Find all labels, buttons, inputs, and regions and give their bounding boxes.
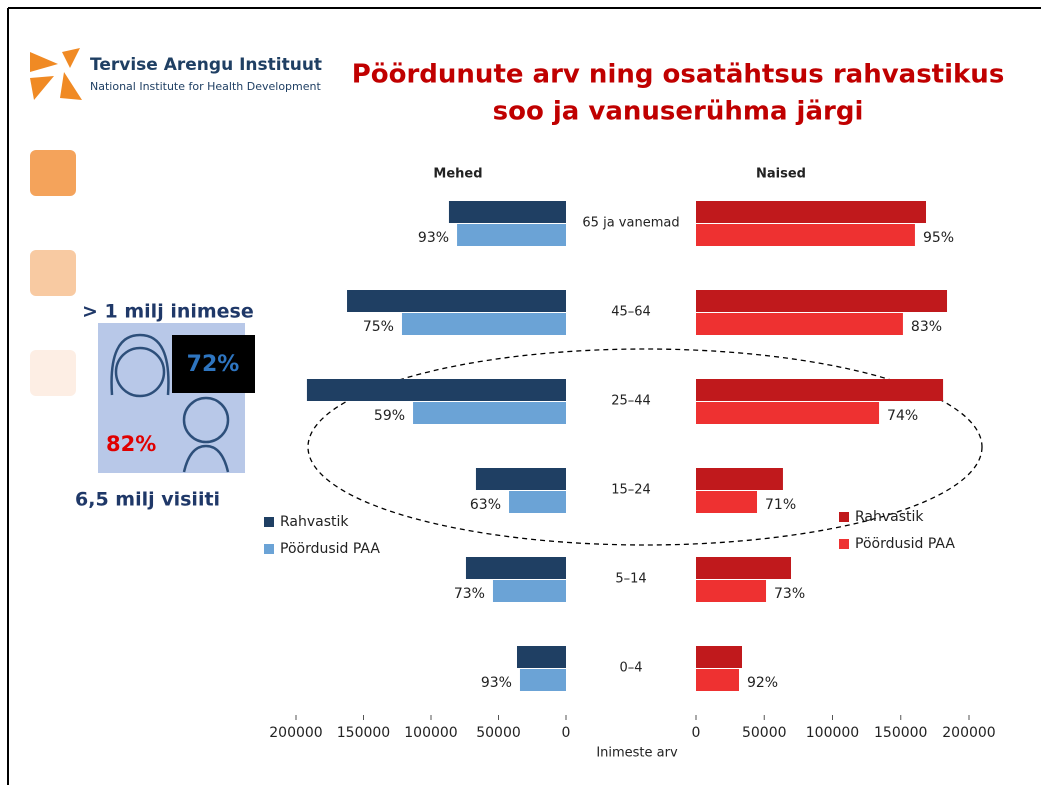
men-share: 72%: [187, 352, 240, 377]
legend-swatch: [839, 539, 849, 549]
logo-name: Tervise Arengu Instituut: [90, 55, 322, 75]
legend-label: Rahvastik: [280, 514, 349, 530]
bar: [696, 201, 926, 223]
bar: [696, 557, 791, 579]
legend-swatch: [839, 512, 849, 522]
bar: [449, 201, 566, 223]
share-label: 73%: [774, 586, 805, 602]
x-tick-label: 0: [692, 725, 701, 741]
share-label: 71%: [765, 497, 796, 513]
category-label: 45–64: [611, 305, 651, 320]
bar: [347, 290, 566, 312]
bar: [520, 669, 566, 691]
visits-note: 6,5 milj visiiti: [75, 489, 220, 511]
legend-label: Rahvastik: [855, 509, 924, 525]
category-label: 25–44: [611, 394, 651, 409]
x-tick-label: 50000: [476, 725, 521, 741]
share-label: 75%: [363, 319, 394, 335]
title: Pöördunute arv ning osatähtsus rahvastik…: [352, 60, 1005, 90]
x-tick-label: 0: [562, 725, 571, 741]
x-tick-label: 50000: [742, 725, 787, 741]
bar: [696, 224, 915, 246]
category-label: 5–14: [615, 572, 646, 587]
x-tick-label: 150000: [874, 725, 927, 741]
x-tick-label: 100000: [404, 725, 457, 741]
x-tick-label: 100000: [806, 725, 859, 741]
women-share: 82%: [106, 432, 156, 456]
bar: [696, 468, 783, 490]
x-tick-label: 200000: [942, 725, 995, 741]
share-label: 73%: [454, 586, 485, 602]
bar: [413, 402, 566, 424]
bar: [517, 646, 566, 668]
share-label: 93%: [418, 230, 449, 246]
category-label: 65 ja vanemad: [582, 216, 679, 231]
share-label: 59%: [374, 408, 405, 424]
deco-square: [30, 350, 76, 396]
deco-square: [30, 250, 76, 296]
deco-square: [30, 150, 76, 196]
share-label: 95%: [923, 230, 954, 246]
people-note: > 1 milj inimese: [82, 301, 254, 323]
share-label: 74%: [887, 408, 918, 424]
share-label: 83%: [911, 319, 942, 335]
bar: [307, 379, 566, 401]
bar: [476, 468, 566, 490]
panel-title: Naised: [756, 167, 806, 182]
share-label: 63%: [470, 497, 501, 513]
x-axis-label: Inimeste arv: [596, 746, 678, 761]
bar: [696, 379, 943, 401]
legend-swatch: [264, 517, 274, 527]
x-tick-label: 150000: [337, 725, 390, 741]
bar: [466, 557, 566, 579]
title: soo ja vanuserühma järgi: [493, 97, 864, 127]
bar: [696, 402, 879, 424]
bar: [493, 580, 566, 602]
bar: [696, 290, 947, 312]
panel-title: Mehed: [433, 167, 482, 182]
share-label: 93%: [481, 675, 512, 691]
legend-swatch: [264, 544, 274, 554]
bar: [696, 313, 903, 335]
x-tick-label: 200000: [269, 725, 322, 741]
logo-mark: [30, 48, 82, 100]
bar: [402, 313, 566, 335]
bar: [696, 669, 739, 691]
bar: [696, 580, 766, 602]
legend-label: Pöördusid PAA: [280, 541, 380, 557]
category-label: 15–24: [611, 483, 651, 498]
share-label: 92%: [747, 675, 778, 691]
category-label: 0–4: [619, 661, 642, 676]
legend-label: Pöördusid PAA: [855, 536, 955, 552]
slide: Tervise Arengu Instituut National Instit…: [0, 0, 1041, 785]
bar: [696, 491, 757, 513]
logo-subtitle: National Institute for Health Developmen…: [90, 80, 321, 93]
bar: [457, 224, 566, 246]
bar: [696, 646, 742, 668]
bar: [509, 491, 566, 513]
